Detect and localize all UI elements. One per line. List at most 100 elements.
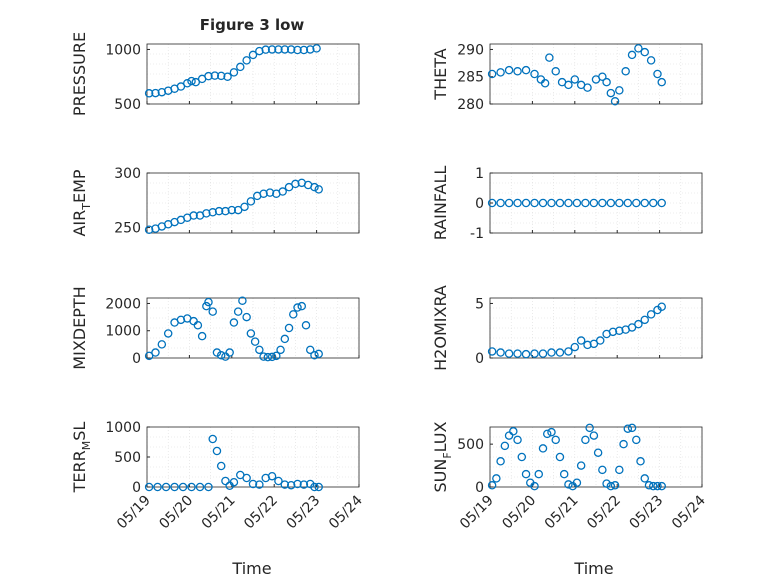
y-tick-label: 2000 (105, 296, 141, 312)
data-point (280, 45, 290, 54)
x-tick-label: 05/19 (114, 493, 154, 533)
axes-box (489, 43, 703, 105)
data-point (530, 481, 539, 491)
data-point (646, 310, 656, 319)
data-point (504, 198, 514, 208)
data-point (598, 72, 607, 81)
data-point (216, 351, 226, 360)
data-point (314, 349, 323, 359)
subplot-rainfall: -1 0 1 RAINFALL (431, 166, 703, 242)
data-point (564, 480, 573, 489)
data-point (187, 482, 196, 492)
data-point (151, 88, 160, 98)
data-point (170, 482, 179, 492)
data-point (551, 67, 560, 76)
data-point (197, 331, 207, 341)
y-tick-label: -1 (470, 226, 484, 242)
data-point (646, 56, 656, 65)
data-point (314, 482, 323, 492)
subplot-sun-flux: 0 500 05/19 05/20 05/21 05/22 05/23 05/24 SUNFLU… (431, 421, 709, 532)
y-tick-label: 0 (475, 480, 484, 496)
data-point (496, 68, 505, 77)
data-point (229, 477, 239, 487)
data-point (564, 347, 573, 356)
x-tick-label: 05/20 (499, 493, 539, 533)
x-tick-label: 05/21 (199, 493, 239, 533)
data-point (640, 198, 650, 208)
data-point (500, 441, 510, 451)
y-tick-label: 1000 (105, 420, 141, 436)
data-point (555, 452, 565, 462)
data-point (487, 69, 497, 79)
data-point (615, 326, 624, 335)
data-point (521, 65, 531, 75)
data-point (627, 50, 637, 60)
y-axis-label: SUNFLUX (431, 421, 454, 492)
data-point (487, 347, 497, 356)
y-axis-label: PRESSURE (70, 32, 89, 116)
data-point (312, 44, 321, 53)
data-point (610, 481, 620, 490)
subplot-mixdepth: 0 1000 2000 MIXDEPTH (70, 286, 360, 370)
subplot-air-temp: 250 300 AIRTEMP (70, 166, 360, 237)
y-tick-label: 0 (475, 351, 484, 367)
data-point (640, 474, 650, 483)
data-point (593, 448, 603, 457)
data-point (504, 431, 514, 440)
data-point (632, 435, 641, 445)
data-point (504, 349, 514, 358)
data-point (233, 307, 243, 316)
y-tick-label: 0 (132, 480, 141, 496)
data-point (280, 480, 290, 489)
data-point (208, 208, 217, 217)
data-point (634, 44, 643, 53)
data-point (280, 334, 290, 344)
subplot-terr-msl: 0 500 1000 05/19 05/20 05/21 05/22 05/23 05/24 TE… (70, 420, 366, 532)
x-axis-label-right: Time (573, 559, 613, 578)
x-tick-label: 05/21 (542, 493, 582, 533)
data-point (583, 83, 592, 92)
data-point (653, 69, 662, 79)
x-tick-label: 05/24 (326, 492, 366, 532)
data-point (521, 198, 531, 208)
data-point (648, 198, 658, 208)
data-point (153, 482, 162, 492)
x-axis-label-left: Time (231, 559, 271, 578)
axes-box (146, 297, 360, 359)
data-point (606, 198, 616, 208)
x-tick-label: 05/20 (156, 493, 196, 533)
data-point (246, 329, 256, 338)
y-axis-label: RAINFALL (431, 166, 450, 241)
axes-box (146, 172, 360, 234)
x-tick-label: 05/22 (584, 493, 624, 533)
data-point (204, 71, 213, 81)
y-tick-label: 285 (457, 70, 484, 86)
data-point (606, 481, 616, 491)
data-point (240, 202, 249, 212)
data-point (202, 301, 211, 311)
data-point (623, 198, 633, 208)
data-point (289, 310, 298, 319)
data-point (583, 340, 592, 350)
data-point (210, 71, 220, 80)
data-point (301, 321, 311, 330)
data-point (545, 53, 554, 62)
data-point (259, 352, 268, 361)
subplot-theta: 280 285 290 THETA (431, 42, 703, 113)
data-point (255, 480, 264, 489)
data-point (216, 461, 226, 471)
data-point (589, 431, 599, 440)
data-point (496, 457, 505, 466)
data-point (310, 482, 319, 492)
data-point (598, 198, 607, 208)
data-point (496, 198, 505, 208)
data-point (263, 352, 273, 362)
data-point (229, 68, 239, 77)
data-point (621, 67, 630, 76)
data-point (589, 198, 599, 208)
data-point (310, 351, 319, 360)
data-point (576, 336, 586, 345)
data-point (513, 198, 522, 208)
